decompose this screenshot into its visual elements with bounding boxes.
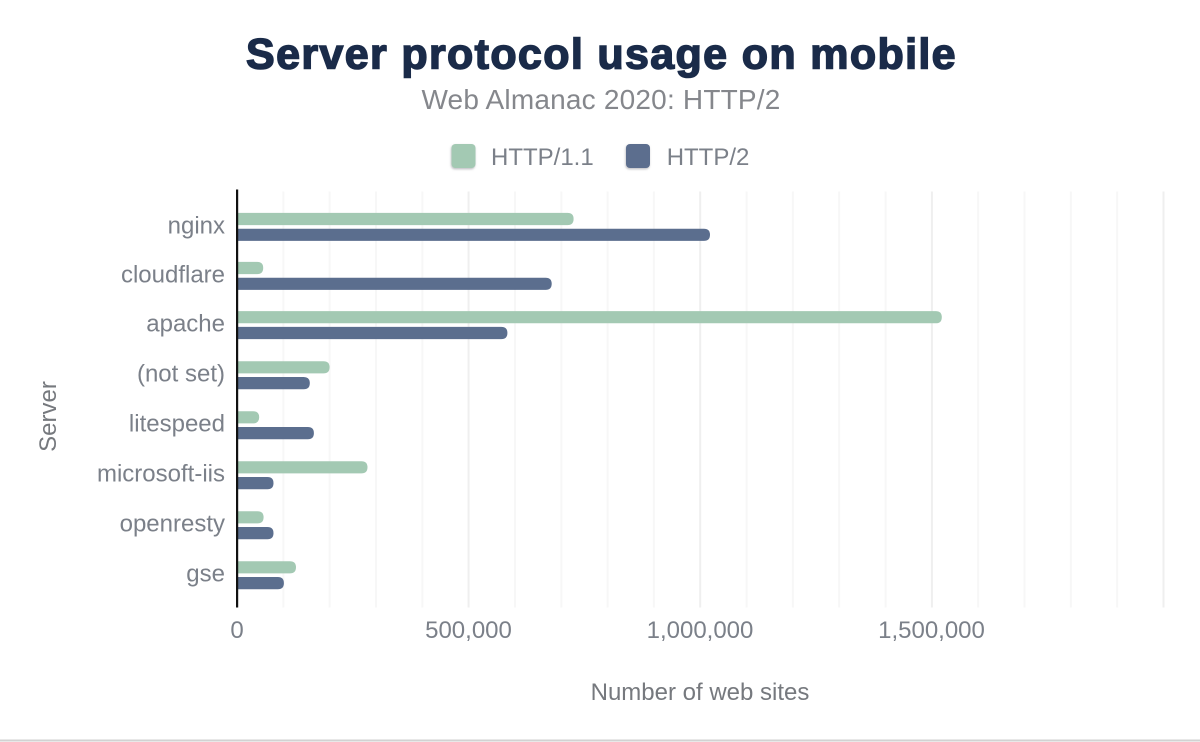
svg-text:HTTP/1.1: HTTP/1.1 [491, 144, 594, 171]
svg-text:Web Almanac 2020: HTTP/2: Web Almanac 2020: HTTP/2 [421, 84, 780, 115]
svg-text:nginx: nginx [168, 212, 225, 239]
svg-text:Server: Server [35, 381, 62, 452]
svg-text:HTTP/2: HTTP/2 [667, 144, 750, 171]
svg-text:500,000: 500,000 [425, 617, 512, 644]
svg-text:cloudflare: cloudflare [121, 261, 225, 288]
svg-text:1,500,000: 1,500,000 [878, 617, 985, 644]
svg-text:(not set): (not set) [137, 361, 225, 388]
svg-text:Server protocol usage on mobil: Server protocol usage on mobile [246, 31, 957, 79]
svg-text:0: 0 [230, 617, 243, 644]
svg-text:openresty: openresty [120, 511, 225, 538]
svg-text:gse: gse [186, 561, 225, 588]
svg-text:Number of web sites: Number of web sites [591, 679, 810, 706]
svg-text:1,000,000: 1,000,000 [647, 617, 754, 644]
svg-text:litespeed: litespeed [129, 411, 225, 438]
svg-text:apache: apache [146, 311, 225, 338]
svg-text:microsoft-iis: microsoft-iis [97, 461, 225, 488]
